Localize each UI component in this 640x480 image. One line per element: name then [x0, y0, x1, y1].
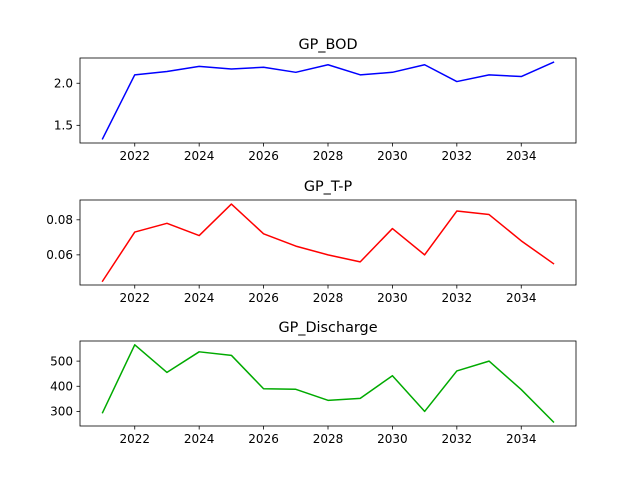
x-tick-label: 2030 [377, 291, 408, 305]
y-tick-label: 0.06 [46, 248, 73, 262]
x-tick-label: 2030 [377, 149, 408, 163]
series-line [101, 344, 555, 424]
x-tick-label: 2032 [442, 291, 473, 305]
y-tick-label: 500 [50, 354, 73, 368]
subplot-title: GP_Discharge [278, 320, 377, 336]
x-tick-label: 2022 [119, 432, 150, 446]
x-tick-label: 2026 [248, 149, 279, 163]
series-line [101, 61, 555, 140]
y-tick-label: 400 [50, 380, 73, 394]
x-tick-label: 2024 [184, 432, 215, 446]
y-tick-label: 300 [50, 405, 73, 419]
x-tick-label: 2034 [506, 432, 537, 446]
y-tick-label: 2.0 [54, 77, 73, 91]
subplot-discharge: GP_Discharge 2022 2024 2026 2028 2030 2032 203… [50, 320, 577, 446]
subplot-title: GP_BOD [298, 37, 357, 53]
subplot-bod: GP_BOD 2022 2024 2026 2028 2030 2032 2034 1.5 2.… [54, 37, 577, 163]
x-tick-label: 2032 [442, 149, 473, 163]
x-tick-label: 2028 [313, 432, 344, 446]
x-tick-label: 2022 [119, 291, 150, 305]
y-tick-label: 0.08 [46, 213, 73, 227]
x-tick-label: 2032 [442, 432, 473, 446]
x-tick-label: 2024 [184, 291, 215, 305]
x-tick-label: 2028 [313, 291, 344, 305]
x-tick-label: 2028 [313, 149, 344, 163]
subplot-title: GP_T-P [304, 179, 353, 195]
subplot-tp: GP_T-P 2022 2024 2026 2028 2030 2032 2034 0.06 0… [46, 179, 577, 305]
x-tick-label: 2030 [377, 432, 408, 446]
x-tick-label: 2026 [248, 291, 279, 305]
x-tick-label: 2022 [119, 149, 150, 163]
y-tick-label: 1.5 [54, 119, 73, 133]
x-tick-label: 2026 [248, 432, 279, 446]
x-tick-label: 2034 [506, 149, 537, 163]
x-tick-label: 2034 [506, 291, 537, 305]
series-line [101, 203, 555, 283]
x-tick-label: 2024 [184, 149, 215, 163]
